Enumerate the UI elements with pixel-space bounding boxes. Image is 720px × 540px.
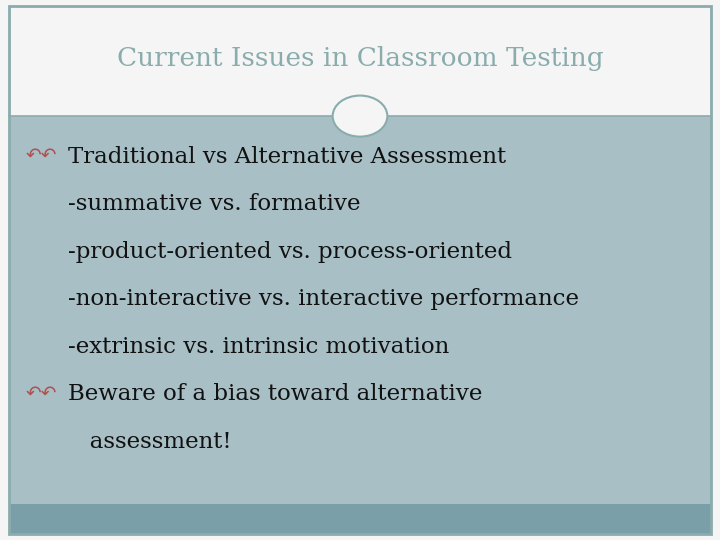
Text: assessment!: assessment!: [68, 431, 232, 453]
Text: -product-oriented vs. process-oriented: -product-oriented vs. process-oriented: [68, 241, 513, 263]
Text: -extrinsic vs. intrinsic motivation: -extrinsic vs. intrinsic motivation: [68, 336, 450, 358]
Text: ↶↶: ↶↶: [25, 383, 57, 402]
Text: Beware of a bias toward alternative: Beware of a bias toward alternative: [68, 383, 483, 406]
Text: -non-interactive vs. interactive performance: -non-interactive vs. interactive perform…: [68, 288, 580, 310]
Text: Current Issues in Classroom Testing: Current Issues in Classroom Testing: [117, 45, 603, 71]
Text: -summative vs. formative: -summative vs. formative: [68, 193, 361, 215]
Text: ↶↶: ↶↶: [25, 146, 57, 165]
Text: Traditional vs Alternative Assessment: Traditional vs Alternative Assessment: [68, 146, 507, 168]
